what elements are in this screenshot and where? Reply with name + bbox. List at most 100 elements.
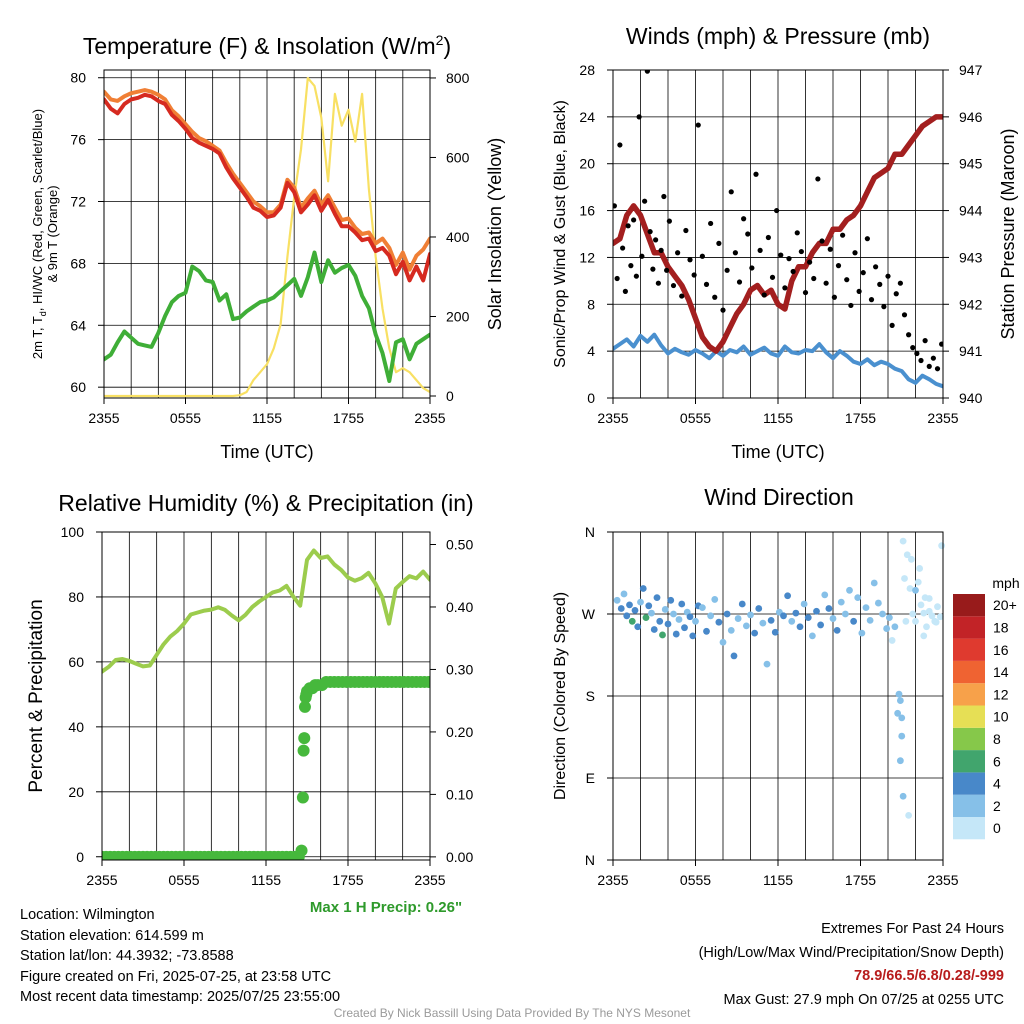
x-tick-label: 1755 — [333, 410, 364, 426]
x-tick-label: 1155 — [763, 410, 793, 426]
gust-point — [856, 288, 862, 294]
gust-point — [622, 288, 628, 294]
gust-point — [639, 253, 645, 259]
direction-point — [923, 623, 930, 631]
colorbar-label: 12 — [993, 686, 1009, 702]
direction-point — [650, 626, 658, 633]
y-right-tick-label: 946 — [959, 109, 983, 125]
colorbar-label: 18 — [993, 619, 1009, 635]
gust-point — [906, 332, 912, 338]
direction-point — [917, 601, 925, 609]
y-right-tick-label: 0.40 — [446, 599, 473, 615]
gust-point — [757, 247, 763, 253]
direction-title: Wind Direction — [704, 484, 854, 510]
gust-point — [732, 250, 738, 256]
direction-point — [862, 604, 870, 612]
direction-point — [723, 610, 731, 618]
direction-point — [670, 610, 677, 618]
y-tick-label: 100 — [61, 524, 85, 540]
gust-point — [835, 263, 842, 269]
gust-point — [873, 264, 879, 270]
gust-point — [831, 294, 837, 300]
series-group — [104, 76, 430, 398]
direction-point — [689, 632, 697, 640]
credit-line: Created By Nick Bassill Using Data Provi… — [333, 1006, 691, 1020]
direction-point — [755, 605, 763, 612]
gust-point — [889, 322, 895, 328]
humidity-grid — [102, 531, 430, 860]
temperature-panel: Temperature (F) & Insolation (W/m2) 2355… — [30, 32, 505, 462]
colorbar-label: 10 — [993, 709, 1009, 725]
gust-point — [897, 280, 903, 286]
gust-point — [802, 289, 809, 296]
gust-point — [683, 227, 689, 234]
winds-ylabel-right: Station Pressure (Maroon) — [998, 128, 1018, 339]
direction-point — [659, 631, 666, 639]
temperature-ylabel-left-line2: & 9m T (Orange) — [45, 185, 60, 282]
colorbar-label: 6 — [993, 753, 1001, 769]
direction-point — [804, 614, 812, 622]
colorbar-swatch — [953, 660, 985, 684]
colorbar-label: 4 — [993, 776, 1001, 792]
y-tick-label: 8 — [587, 296, 595, 312]
gust-point — [844, 277, 850, 283]
humidity-series — [102, 548, 430, 860]
direction-point — [896, 697, 904, 704]
y-right-tick-label: 942 — [959, 296, 983, 312]
series-line — [104, 92, 430, 283]
direction-point — [639, 585, 647, 592]
gust-point — [753, 171, 759, 177]
direction-point — [898, 732, 906, 740]
x-tick-label: 2355 — [88, 410, 119, 426]
direction-point — [907, 555, 915, 563]
y-tick-label: N — [585, 524, 595, 540]
colorbar-swatch — [953, 727, 985, 751]
gust-point — [815, 176, 821, 182]
elevation-text: Station elevation: 614.599 m — [20, 927, 204, 944]
direction-point — [896, 757, 904, 765]
gust-point — [642, 198, 648, 204]
x-tick-label: 2355 — [414, 410, 445, 426]
direction-point — [645, 602, 653, 610]
colorbar-swatch — [953, 772, 985, 795]
direction-point — [678, 600, 686, 608]
gust-point — [728, 189, 734, 195]
x-tick-label: 0555 — [168, 872, 199, 888]
gust-point — [736, 279, 743, 285]
winds-title: Winds (mph) & Pressure (mb) — [626, 23, 930, 49]
recent-timestamp-text: Most recent data timestamp: 2025/07/25 2… — [20, 989, 341, 1005]
gust-point — [848, 302, 854, 309]
direction-point — [767, 616, 775, 624]
colorbar-label: 14 — [993, 664, 1009, 680]
colorbar-label: 2 — [993, 798, 1001, 814]
gust-point — [934, 366, 941, 372]
gust-point — [644, 70, 650, 74]
gust-point — [691, 272, 697, 278]
direction-point — [667, 596, 675, 604]
humidity-ylabel-left: Percent & Precipitation — [26, 599, 47, 792]
precip-point — [298, 700, 311, 713]
direction-point — [742, 622, 750, 630]
y-tick-label: 60 — [68, 654, 84, 670]
y-tick-label: 0 — [587, 390, 595, 406]
gust-point — [655, 280, 661, 286]
y-right-tick-label: 400 — [446, 229, 470, 245]
x-tick-label: 1755 — [332, 872, 363, 888]
y-right-tick-label: 940 — [959, 390, 983, 406]
direction-point — [829, 615, 837, 622]
direction-point — [719, 638, 727, 646]
winds-xlabel: Time (UTC) — [731, 442, 824, 462]
gust-point — [910, 345, 916, 351]
direction-point — [613, 596, 621, 604]
direction-ylabel-left: Direction (Colored By Speed) — [552, 592, 569, 800]
direction-point — [642, 614, 650, 622]
gust-point — [778, 252, 784, 258]
direction-point — [623, 612, 631, 620]
direction-point — [796, 623, 804, 631]
station-info: Location: Wilmington Station elevation: … — [20, 905, 340, 1008]
y-tick-label: 80 — [68, 589, 84, 605]
colorbar-swatch — [953, 750, 985, 773]
x-tick-label: 0555 — [680, 872, 711, 888]
gust-point — [926, 363, 932, 369]
gust-point — [811, 275, 817, 282]
